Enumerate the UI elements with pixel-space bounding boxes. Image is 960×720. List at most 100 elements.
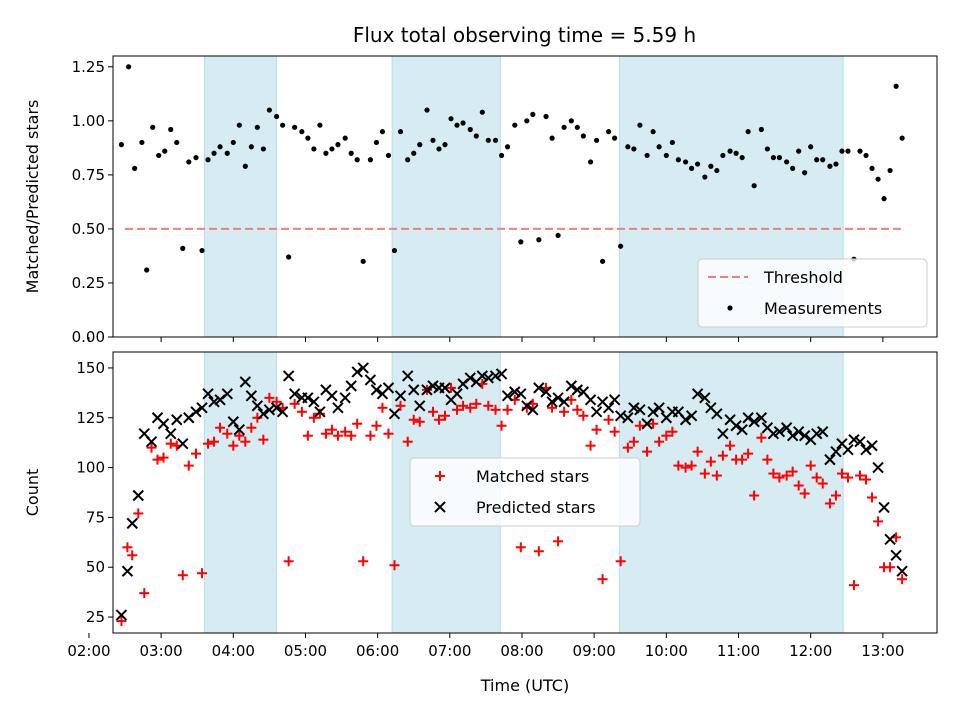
matched-star-point: [793, 480, 804, 491]
predicted-star-point-b: [495, 368, 508, 380]
predicted-star-point-b: [233, 424, 246, 436]
predicted-star-point: [364, 374, 377, 386]
legend-measurement-swatch: [727, 305, 733, 311]
measurement-point: [770, 154, 777, 161]
predicted-star-point: [830, 445, 842, 458]
predicted-star-point: [798, 429, 811, 442]
predicted-star-point: [314, 406, 326, 418]
measurement-point: [536, 237, 542, 243]
measurement-point: [424, 107, 430, 113]
predicted-star-point-b: [622, 412, 634, 424]
predicted-star-point: [202, 388, 214, 400]
measurement-point: [802, 170, 808, 176]
measurement-point: [348, 150, 354, 156]
predicted-star-point: [408, 384, 420, 396]
predicted-star-point-b: [699, 392, 711, 404]
predicted-star-point-b: [854, 435, 866, 448]
predicted-star-point-b: [165, 428, 177, 440]
y-tick-label: 25: [86, 608, 105, 626]
y-tick-label: 50: [86, 558, 105, 576]
measurement-point: [217, 144, 223, 150]
predicted-star-point: [482, 372, 495, 384]
matched-star-point: [597, 574, 608, 585]
matched-star-point: [433, 414, 444, 425]
matched-star-point: [799, 488, 810, 499]
predicted-star-point-b: [792, 426, 805, 438]
measurement-point: [893, 83, 899, 89]
measurement-point: [473, 133, 479, 139]
predicted-star-point-b: [521, 400, 533, 412]
matched-star-point: [737, 454, 748, 465]
matched-star-point: [559, 406, 570, 417]
predicted-star-point-b: [421, 384, 433, 396]
measurement-point: [411, 150, 417, 156]
predicted-star-point-b: [227, 416, 239, 428]
measurement-point: [174, 139, 180, 146]
measurement-point: [561, 124, 567, 130]
matched-star-point: [271, 396, 282, 407]
matched-star-point: [705, 456, 716, 467]
matched-star-point: [867, 492, 878, 503]
predicted-star-point: [263, 404, 276, 416]
predicted-star-point: [679, 414, 692, 426]
matched-star-point: [222, 428, 233, 439]
predicted-star-point-b: [786, 429, 799, 442]
measurement-point: [299, 129, 305, 135]
measurement-point: [305, 135, 311, 141]
measurement-point: [118, 142, 125, 148]
y-tick-label: 75: [86, 508, 105, 526]
matched-star-point: [628, 436, 639, 447]
x-tick-label: 12:00: [789, 642, 832, 660]
predicted-star-point: [540, 386, 552, 398]
matched-star-point: [122, 542, 133, 553]
predicted-star-point: [165, 428, 177, 440]
measurement-point: [156, 152, 162, 159]
matched-star-point: [320, 428, 331, 439]
measurement-point: [205, 157, 211, 163]
measurement-point: [599, 258, 606, 264]
measurement-point: [857, 148, 863, 154]
predicted-star-point: [691, 388, 704, 400]
predicted-star-point: [896, 565, 908, 577]
y-tick-label: 1.00: [72, 112, 105, 130]
predicted-star-point-b: [239, 376, 252, 388]
measurement-point: [689, 165, 695, 171]
predicted-star-point: [565, 380, 578, 392]
matched-star-point: [289, 398, 300, 409]
predicted-star-point-b: [878, 501, 890, 514]
matched-star-point: [836, 468, 847, 479]
predicted-star-point-b: [672, 406, 685, 418]
predicted-star-point: [388, 408, 401, 420]
matched-star-point: [848, 580, 859, 591]
y-tick-label: 1.25: [72, 58, 105, 76]
predicted-star-point: [288, 388, 301, 400]
measurement-point: [669, 139, 675, 146]
predicted-star-point: [421, 384, 433, 396]
measurement-point: [139, 139, 145, 146]
ratio-x-axis: [88, 337, 884, 342]
measurement-point: [467, 126, 473, 133]
measurement-point: [727, 148, 733, 154]
matched-star-point: [458, 400, 469, 411]
predicted-star-point: [653, 402, 665, 414]
matched-star-point: [158, 452, 169, 463]
predicted-star-point-b: [641, 418, 653, 430]
predicted-star-point-b: [780, 422, 793, 434]
predicted-star-point: [641, 418, 653, 430]
matched-star-point: [490, 404, 501, 415]
predicted-star-point: [239, 376, 252, 388]
count-legend-box: [409, 457, 641, 527]
predicted-star-point-b: [370, 384, 383, 396]
predicted-star-point: [121, 565, 134, 577]
measurement-point: [323, 150, 329, 156]
measurement-point: [580, 133, 586, 139]
predicted-star-point-b: [527, 404, 539, 416]
matched-star-point: [699, 468, 710, 479]
measurement-point: [273, 113, 280, 120]
count-panel-frame: [112, 351, 938, 634]
matched-star-point: [515, 542, 526, 553]
measurement-point: [492, 137, 499, 143]
measurement-point: [650, 129, 656, 135]
measurement-point: [714, 167, 720, 174]
x-tick-label: 10:00: [645, 642, 688, 660]
